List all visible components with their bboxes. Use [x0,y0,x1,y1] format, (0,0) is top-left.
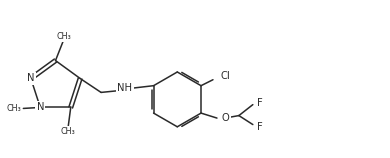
Text: O: O [222,113,230,123]
Text: F: F [257,98,263,108]
Text: CH₃: CH₃ [6,104,21,113]
Text: N: N [37,102,44,112]
Text: N: N [27,73,35,83]
Text: F: F [257,122,263,132]
Text: Cl: Cl [221,71,231,81]
Text: CH₃: CH₃ [56,32,71,41]
Text: CH₃: CH₃ [61,127,76,136]
Text: NH: NH [117,83,133,93]
